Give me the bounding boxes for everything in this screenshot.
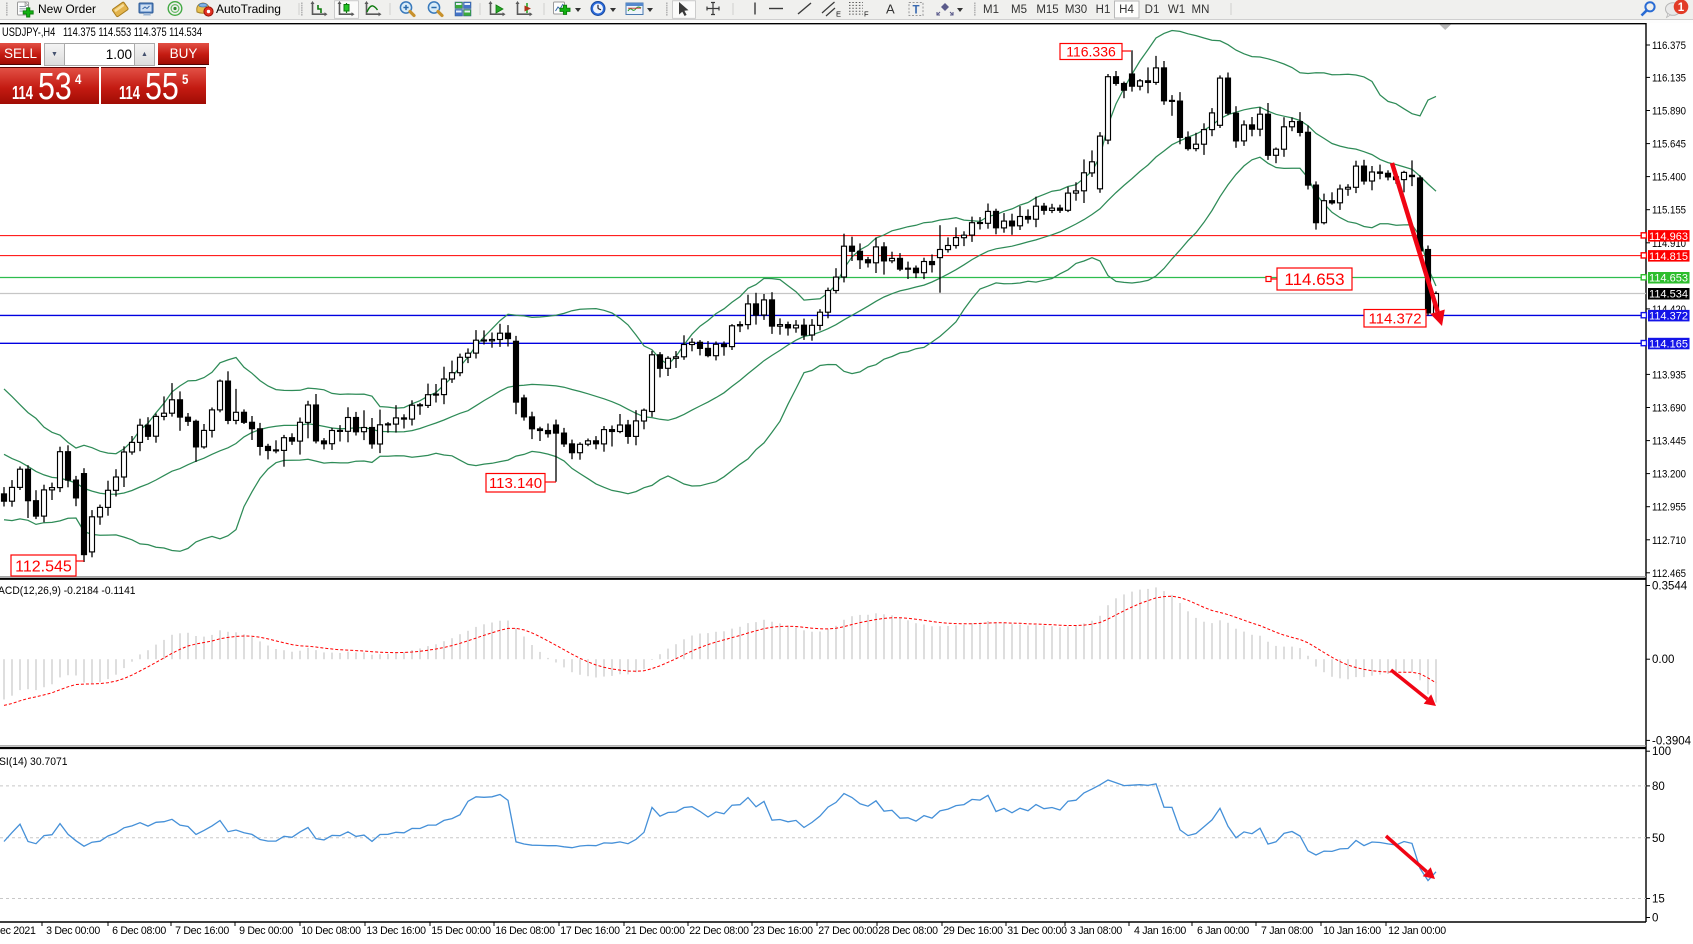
svg-text:T: T	[913, 5, 920, 17]
svg-text:112.955: 112.955	[1652, 502, 1686, 514]
svg-text:F: F	[864, 10, 869, 19]
svg-text:113.445: 113.445	[1652, 436, 1686, 448]
svg-text:7 Jan 08:00: 7 Jan 08:00	[1261, 925, 1313, 937]
svg-text:M30: M30	[1065, 4, 1087, 16]
svg-text:A: A	[886, 2, 895, 17]
svg-text:12 Jan 00:00: 12 Jan 00:00	[1388, 925, 1446, 937]
svg-text:115.890: 115.890	[1652, 106, 1686, 118]
svg-text:USDJPY-,H4 114.375 114.553 1: USDJPY-,H4 114.375 114.553 114.375 114.5…	[2, 25, 202, 39]
svg-text:RSI(14) 30.7071: RSI(14) 30.7071	[0, 756, 68, 768]
svg-text:MN: MN	[1192, 4, 1210, 16]
svg-text:AutoTrading: AutoTrading	[216, 2, 281, 16]
svg-text:3 Jan 08:00: 3 Jan 08:00	[1070, 925, 1122, 937]
svg-text:10 Dec 08:00: 10 Dec 08:00	[301, 925, 361, 937]
svg-text:29 Dec 16:00: 29 Dec 16:00	[943, 925, 1003, 937]
svg-text:114.372: 114.372	[1649, 311, 1688, 323]
svg-text:6 Jan 00:00: 6 Jan 00:00	[1197, 925, 1249, 937]
svg-text:116.336: 116.336	[1066, 44, 1116, 60]
svg-text:3 Dec 00:00: 3 Dec 00:00	[46, 925, 100, 937]
svg-text:113.935: 113.935	[1652, 369, 1686, 381]
svg-text:M15: M15	[1036, 4, 1058, 16]
svg-text:4 Jan 16:00: 4 Jan 16:00	[1134, 925, 1186, 937]
svg-text:112.465: 112.465	[1652, 568, 1686, 580]
svg-text:21 Dec 00:00: 21 Dec 00:00	[625, 925, 685, 937]
svg-text:M5: M5	[1011, 4, 1027, 16]
svg-text:115.645: 115.645	[1652, 139, 1686, 151]
svg-text:113.200: 113.200	[1652, 469, 1686, 481]
svg-text:MACD(12,26,9) -0.2184 -0.1141: MACD(12,26,9) -0.2184 -0.1141	[0, 585, 136, 597]
svg-text:114.165: 114.165	[1649, 339, 1688, 351]
svg-text:114.372: 114.372	[1368, 311, 1421, 328]
svg-text:80: 80	[1652, 781, 1665, 793]
svg-text:50: 50	[1652, 833, 1665, 845]
svg-text:D1: D1	[1145, 4, 1160, 16]
svg-text:113.140: 113.140	[489, 475, 542, 492]
svg-text:H1: H1	[1096, 4, 1111, 16]
svg-text:New Order: New Order	[38, 2, 96, 16]
svg-text:E: E	[836, 10, 841, 19]
svg-text:H4: H4	[1119, 4, 1134, 16]
svg-text:115.400: 115.400	[1652, 172, 1686, 184]
svg-text:6 Dec 08:00: 6 Dec 08:00	[112, 925, 166, 937]
svg-text:0: 0	[1652, 913, 1658, 925]
svg-text:112.710: 112.710	[1652, 535, 1686, 547]
svg-text:114.534: 114.534	[1649, 289, 1688, 301]
svg-text:7 Dec 16:00: 7 Dec 16:00	[175, 925, 229, 937]
svg-text:114.653: 114.653	[1649, 273, 1688, 285]
svg-text:116.135: 116.135	[1652, 72, 1686, 84]
svg-text:16 Dec 08:00: 16 Dec 08:00	[495, 925, 555, 937]
svg-text:W1: W1	[1168, 4, 1185, 16]
svg-text:13 Dec 16:00: 13 Dec 16:00	[366, 925, 426, 937]
svg-text:1: 1	[1678, 2, 1685, 14]
svg-text:27 Dec 00:00: 27 Dec 00:00	[818, 925, 878, 937]
svg-text:113.690: 113.690	[1652, 403, 1686, 415]
svg-text:ec 2021: ec 2021	[0, 925, 36, 937]
svg-text:0.3544: 0.3544	[1652, 581, 1688, 593]
svg-text:10 Jan 16:00: 10 Jan 16:00	[1323, 925, 1381, 937]
svg-text:115.155: 115.155	[1652, 205, 1686, 217]
svg-text:17 Dec 16:00: 17 Dec 16:00	[560, 925, 620, 937]
svg-text:114.963: 114.963	[1649, 231, 1688, 243]
svg-text:28 Dec 08:00: 28 Dec 08:00	[878, 925, 938, 937]
svg-text:114.653: 114.653	[1284, 270, 1344, 289]
svg-text:-0.3904: -0.3904	[1652, 735, 1692, 747]
svg-text:114.815: 114.815	[1649, 251, 1688, 263]
svg-text:116.375: 116.375	[1652, 40, 1686, 52]
svg-text:23 Dec 16:00: 23 Dec 16:00	[753, 925, 813, 937]
svg-text:15: 15	[1652, 894, 1665, 906]
svg-text:9 Dec 00:00: 9 Dec 00:00	[239, 925, 293, 937]
svg-text:M1: M1	[983, 4, 999, 16]
svg-text:100: 100	[1652, 746, 1671, 758]
svg-text:31 Dec 00:00: 31 Dec 00:00	[1007, 925, 1067, 937]
svg-text:0.00: 0.00	[1652, 654, 1674, 666]
svg-text:112.545: 112.545	[15, 558, 72, 575]
svg-text:15 Dec 00:00: 15 Dec 00:00	[431, 925, 491, 937]
svg-text:22 Dec 08:00: 22 Dec 08:00	[689, 925, 749, 937]
